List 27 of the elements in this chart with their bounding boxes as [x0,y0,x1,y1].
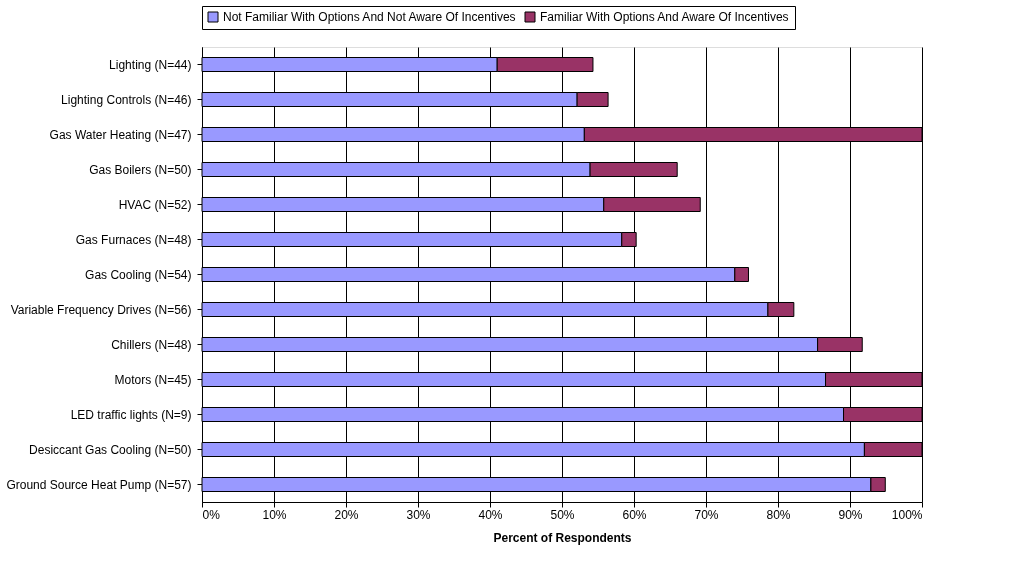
y-tick-label: Variable Frequency Drives (N=56) [10,302,192,317]
y-tick-label: HVAC (N=52) [118,197,192,212]
x-tick-label: 20% [334,507,359,522]
y-tick-label: Gas Furnaces (N=48) [75,232,192,247]
x-tick-label: 60% [622,507,647,522]
x-tick-label: 0% [202,507,221,522]
y-tick-label: Desiccant Gas Cooling (N=50) [29,442,192,457]
y-tick-label: LED traffic lights (N=9) [70,407,192,422]
x-axis-title: Percent of Respondents [493,530,632,545]
legend-label: Not Familiar With Options And Not Aware Of Incentives [223,10,516,24]
y-tick-label: Lighting Controls (N=46) [61,92,192,107]
x-tick-label: 80% [766,507,791,522]
y-tick-label: Gas Boilers (N=50) [89,162,192,177]
x-tick-label: 50% [550,507,575,522]
y-tick-label: Motors (N=45) [114,372,192,387]
y-tick-label: Lighting (N=44) [109,57,192,72]
x-tick-label: 30% [406,507,431,522]
y-tick-label: Ground Source Heat Pump (N=57) [6,477,192,492]
x-tick-label: 100% [891,507,923,522]
legend-label: Familiar With Options And Aware Of Incentives [540,10,789,24]
y-tick-label: Gas Cooling (N=54) [85,267,192,282]
x-tick-label: 40% [478,507,503,522]
x-tick-label: 90% [838,507,863,522]
x-tick-label: 70% [694,507,719,522]
y-tick-label: Gas Water Heating (N=47) [49,127,192,142]
y-tick-label: Chillers (N=48) [111,337,192,352]
x-tick-label: 10% [262,507,287,522]
